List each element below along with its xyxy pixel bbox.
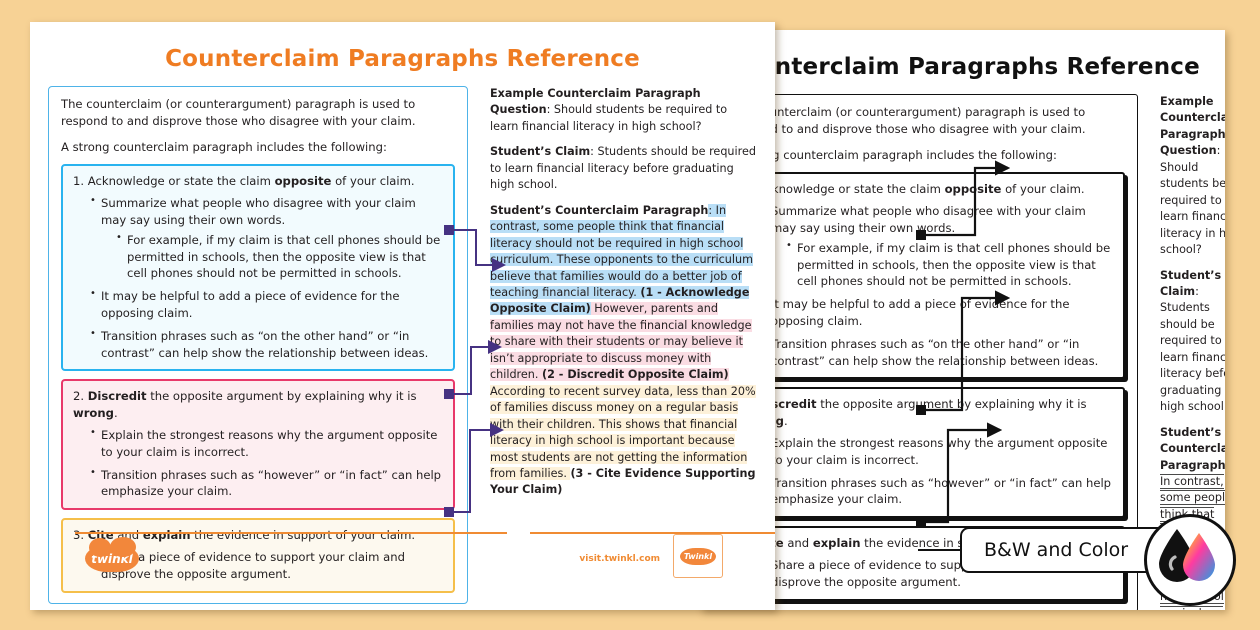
bw-worksheet-page: Counterclaim Paragraphs Reference The co… [700,30,1225,610]
color-page-title: Counterclaim Paragraphs Reference [165,46,640,72]
ink-drops-icon [1144,514,1236,606]
twinkl-logo: twinkl [85,537,139,572]
bw-list-item: Explain the strongest reasons why the ar… [760,434,1113,469]
bw-example-question: Example Counterclaim Paragraph Question:… [1160,95,1225,257]
bw-list-item: Transition phrases such as “however” or … [760,474,1113,509]
highlight-cite: According to recent survey data, less th… [490,384,756,480]
bw-intro-p1: The counterclaim (or counterargument) pa… [731,105,1086,136]
color-worksheet-page: Counterclaim Paragraphs Reference The co… [30,22,775,610]
bw-page-title: Counterclaim Paragraphs Reference [725,54,1200,80]
step-2-heading: 2. Discredit the opposite argument by ex… [73,389,417,421]
bw-list-item: Summarize what people who disagree with … [760,202,1113,290]
intro-p1: The counterclaim (or counterargument) pa… [61,97,416,128]
list-item: It may be helpful to add a piece of evid… [90,287,443,322]
tag-discredit: (2 - Discredit Opposite Claim) [542,368,729,382]
bw-step-2: 2. Discredit the opposite argument by ex… [731,387,1125,519]
example-question: Example Counterclaim Paragraph Question:… [490,87,728,133]
bw-example-claim: Student’s Claim: Students should be requ… [1160,268,1225,414]
list-item: Transition phrases such as “on the other… [90,327,443,362]
bw-and-color-chip: B&W and Color [960,527,1170,573]
bw-list-item: For example, if my claim is that cell ph… [786,239,1113,290]
step-3-heading: 3. Cite and explain the evidence in supp… [73,528,416,543]
badge-cloud-label: Twinkl [680,547,716,565]
step-1-heading: 1. Acknowledge or state the claim opposi… [73,174,415,189]
bw-and-color-label: B&W and Color [984,539,1129,561]
footer-rule-left [75,531,507,534]
intro-p2: A strong counterclaim paragraph includes… [61,139,387,154]
visit-url: visit.twinkl.com [579,554,660,564]
bw-list-item: Transition phrases such as “on the other… [760,335,1113,370]
chip-connector-line [918,549,964,552]
bw-list-item: It may be helpful to add a piece of evid… [760,295,1113,330]
quality-standard-badge: Twinkl [673,534,723,578]
bw-step-1-heading: 1. Acknowledge or state the claim opposi… [743,182,1085,197]
example-counterclaim-paragraph: Student’s Counterclaim Paragraph: In con… [490,203,756,497]
list-item: Explain the strongest reasons why the ar… [90,426,443,461]
list-item: For example, if my claim is that cell ph… [116,231,443,282]
bw-step-1: 1. Acknowledge or state the claim opposi… [731,172,1125,380]
step-1-acknowledge: 1. Acknowledge or state the claim opposi… [61,164,455,372]
example-claim: Student’s Claim: Students should be requ… [490,145,756,192]
intro-frame: The counterclaim (or counterargument) pa… [48,86,468,604]
list-item: Transition phrases such as “however” or … [90,466,443,501]
bw-intro-p2: A strong counterclaim paragraph includes… [731,147,1057,162]
list-item: Summarize what people who disagree with … [90,194,443,282]
step-2-discredit: 2. Discredit the opposite argument by ex… [61,379,455,511]
tag-cite: (3 - Cite Evidence Supporting Your Claim… [490,466,756,497]
footer-rule-right [530,531,775,534]
list-item: Share a piece of evidence to support you… [90,548,443,583]
bw-step-2-heading: 2. Discredit the opposite argument by ex… [743,397,1087,429]
highlight-acknowledge: : In contrast, some people think that fi… [490,203,753,299]
